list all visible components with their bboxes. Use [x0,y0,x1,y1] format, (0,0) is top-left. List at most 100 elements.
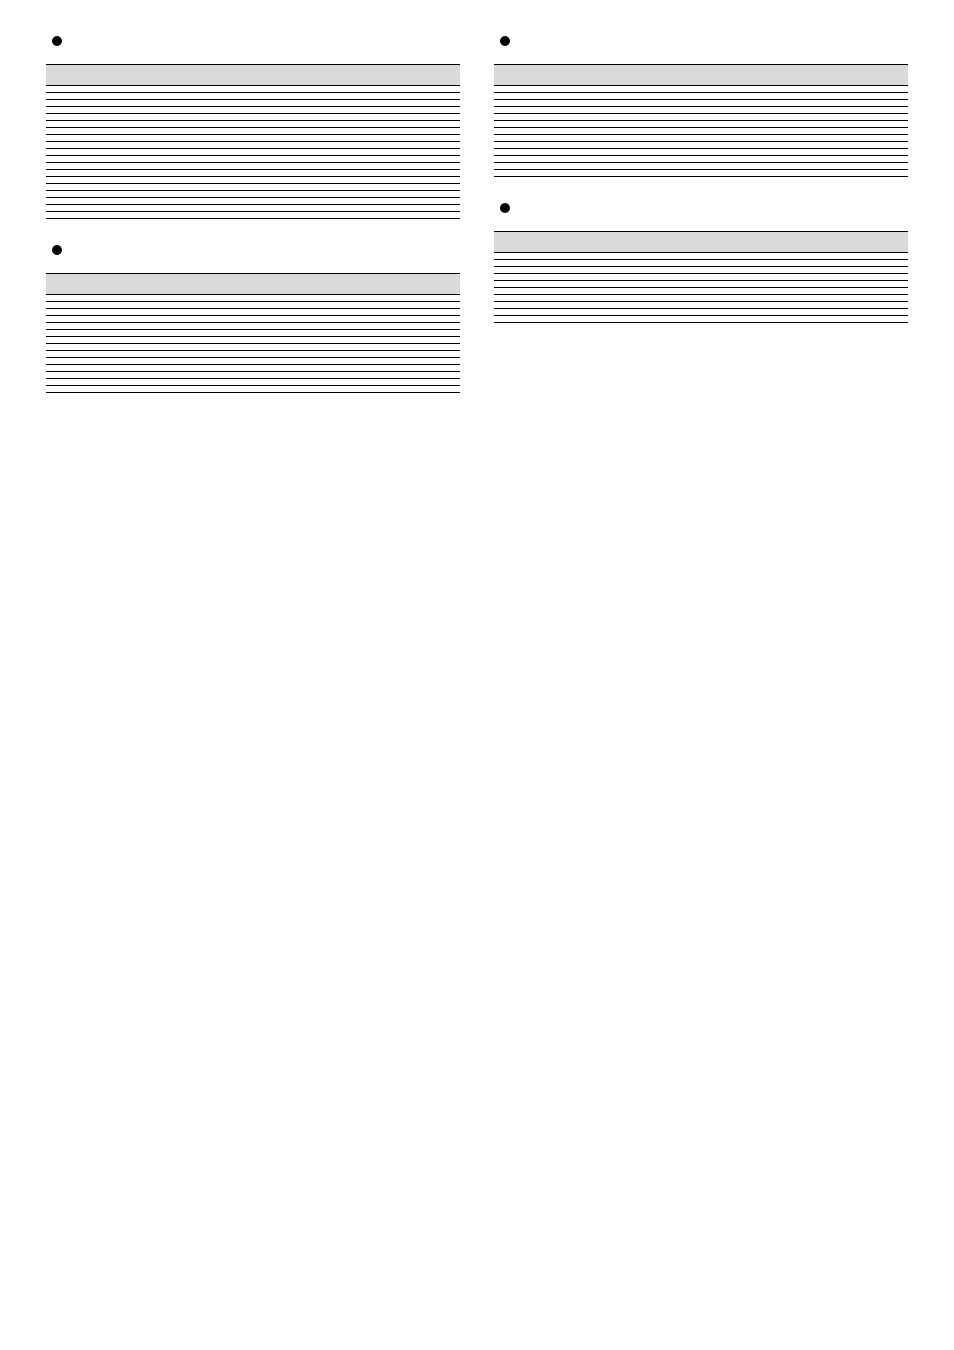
table-cell [278,107,460,114]
table-row [46,184,460,191]
table-cell [726,288,908,295]
table-cell [726,100,908,107]
table-cell [67,114,179,121]
table-cell [515,267,627,274]
table-cell [494,135,515,142]
table-cell [67,323,179,330]
table-row [494,253,908,260]
col-header [647,65,726,86]
table-row [494,260,908,267]
section-heading [494,32,908,50]
table-row [46,100,460,107]
table-cell [515,253,627,260]
table-cell [199,107,278,114]
table-cell [647,274,726,281]
table-cell [626,93,647,100]
table-cell [67,93,179,100]
table-cell [199,156,278,163]
table-cell [726,114,908,121]
table-cell [515,128,627,135]
table-cell [46,302,67,309]
table-cell [199,323,278,330]
table-cell [199,191,278,198]
table-cell [46,330,67,337]
table-cell [67,177,179,184]
table-cell [178,142,199,149]
table-cell [515,309,627,316]
table-cell [726,295,908,302]
table-cell [647,121,726,128]
table-cell [67,351,179,358]
table-cell [726,93,908,100]
data-table [46,273,460,393]
table-cell [726,281,908,288]
col-header [726,65,908,86]
table-cell [647,142,726,149]
table-cell [726,253,908,260]
table-row [494,288,908,295]
table-cell [199,372,278,379]
table-cell [278,323,460,330]
table-cell [647,100,726,107]
table-cell [626,281,647,288]
table-cell [626,86,647,93]
col-header [199,65,278,86]
table-cell [278,302,460,309]
table-cell [278,344,460,351]
table-cell [278,295,460,302]
col-header [67,274,179,295]
table-cell [46,205,67,212]
table-cell [67,128,179,135]
table-row [46,344,460,351]
table-cell [46,170,67,177]
table-cell [278,212,460,219]
table-cell [199,379,278,386]
table-cell [278,121,460,128]
table-cell [178,358,199,365]
table-cell [46,163,67,170]
table-row [46,351,460,358]
table-cell [46,184,67,191]
table-cell [647,316,726,323]
table-cell [178,149,199,156]
table-cell [178,135,199,142]
table-cell [278,128,460,135]
table-row [46,156,460,163]
table-cell [726,309,908,316]
table-cell [46,156,67,163]
table-cell [278,379,460,386]
table-cell [626,135,647,142]
table-cell [178,372,199,379]
col-header [647,232,726,253]
table-cell [46,93,67,100]
table-cell [199,128,278,135]
col-header [726,232,908,253]
table-cell [178,191,199,198]
table-cell [67,100,179,107]
table-cell [494,302,515,309]
table-cell [494,156,515,163]
table-cell [178,302,199,309]
table-cell [647,253,726,260]
table-cell [199,93,278,100]
table-cell [67,386,179,393]
table-cell [178,114,199,121]
table-cell [67,149,179,156]
table-cell [67,372,179,379]
table-row [46,212,460,219]
table-cell [626,156,647,163]
table-row [46,107,460,114]
table-cell [46,358,67,365]
table-cell [67,86,179,93]
table-row [46,295,460,302]
table-row [46,191,460,198]
table-cell [67,212,179,219]
table-row [46,379,460,386]
table-cell [46,114,67,121]
table-row [46,114,460,121]
table-row [46,163,460,170]
table-cell [647,295,726,302]
table-cell [278,142,460,149]
table-cell [647,135,726,142]
section-0 [46,32,460,219]
